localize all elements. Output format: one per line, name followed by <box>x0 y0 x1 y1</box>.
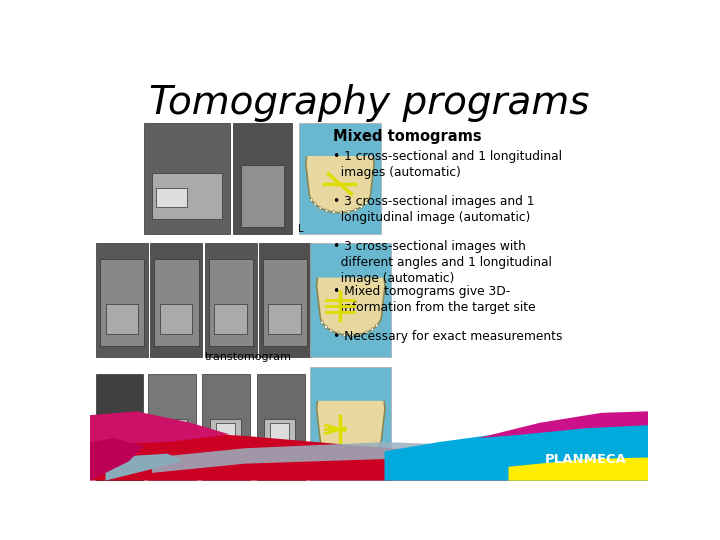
Bar <box>204 244 256 357</box>
Circle shape <box>360 205 363 208</box>
Polygon shape <box>106 454 183 481</box>
Text: • 3 cross-sectional images and 1
  longitudinal image (automatic): • 3 cross-sectional images and 1 longitu… <box>333 195 534 224</box>
Bar <box>104 427 135 465</box>
Text: • 3 cross-sectional images with
  different angles and 1 longitudinal
  image (a: • 3 cross-sectional images with differen… <box>333 240 552 285</box>
Bar <box>154 259 199 346</box>
Circle shape <box>371 328 374 331</box>
Bar <box>270 423 289 457</box>
Polygon shape <box>384 421 648 481</box>
Bar <box>144 123 230 234</box>
Polygon shape <box>317 278 385 335</box>
Bar <box>100 259 144 346</box>
Bar <box>214 303 246 334</box>
Circle shape <box>314 203 317 206</box>
Circle shape <box>321 444 324 447</box>
Text: L: L <box>297 224 303 234</box>
Bar <box>148 374 196 481</box>
Bar <box>259 244 311 357</box>
Bar <box>233 123 292 234</box>
Circle shape <box>340 211 343 214</box>
Circle shape <box>330 329 333 332</box>
Bar <box>310 244 392 357</box>
Bar <box>156 188 187 207</box>
Polygon shape <box>306 156 374 213</box>
Circle shape <box>365 454 368 457</box>
Circle shape <box>336 332 339 335</box>
Circle shape <box>336 455 339 458</box>
Text: transtomogram: transtomogram <box>204 353 292 362</box>
Circle shape <box>351 457 354 460</box>
Bar <box>264 419 295 465</box>
Text: • 1 cross-sectional and 1 longitudinal
  images (automatic): • 1 cross-sectional and 1 longitudinal i… <box>333 150 562 179</box>
Polygon shape <box>90 438 144 481</box>
Circle shape <box>343 457 346 460</box>
Text: PLANMECA: PLANMECA <box>545 453 627 465</box>
Bar <box>96 244 148 357</box>
Bar <box>300 123 381 234</box>
Bar <box>96 374 143 481</box>
Bar <box>256 374 305 481</box>
Circle shape <box>333 211 336 214</box>
Circle shape <box>347 210 350 213</box>
Text: Mixed tomograms: Mixed tomograms <box>333 129 482 144</box>
Bar <box>263 259 307 346</box>
Circle shape <box>371 451 374 454</box>
Circle shape <box>319 206 322 210</box>
Polygon shape <box>152 442 648 473</box>
Bar <box>161 423 181 457</box>
Bar <box>152 173 222 219</box>
Circle shape <box>330 453 333 455</box>
Bar <box>269 303 301 334</box>
Circle shape <box>364 201 367 204</box>
Circle shape <box>365 331 368 334</box>
Circle shape <box>358 333 361 336</box>
Bar <box>209 259 253 346</box>
Polygon shape <box>90 411 230 444</box>
Circle shape <box>343 333 346 336</box>
Bar <box>215 423 235 457</box>
Text: • Mixed tomograms give 3D-
  information from the target site: • Mixed tomograms give 3D- information f… <box>333 285 536 314</box>
Bar <box>202 374 251 481</box>
Circle shape <box>325 326 328 328</box>
Polygon shape <box>90 430 648 481</box>
Polygon shape <box>508 457 648 481</box>
Text: • Necessary for exact measurements: • Necessary for exact measurements <box>333 329 562 343</box>
Polygon shape <box>317 401 385 458</box>
Circle shape <box>375 324 379 327</box>
Circle shape <box>354 208 357 211</box>
Circle shape <box>325 209 328 212</box>
Bar <box>241 165 284 226</box>
Bar <box>150 244 202 357</box>
Circle shape <box>321 321 324 324</box>
Circle shape <box>325 449 328 451</box>
Circle shape <box>375 447 379 450</box>
Circle shape <box>358 456 361 459</box>
Bar <box>210 419 241 465</box>
Text: Tomography programs: Tomography programs <box>149 84 589 122</box>
Bar <box>310 367 392 481</box>
Bar <box>156 419 187 465</box>
Bar <box>106 303 138 334</box>
Circle shape <box>310 199 313 201</box>
Polygon shape <box>477 411 648 438</box>
Bar <box>160 303 192 334</box>
Circle shape <box>351 334 354 337</box>
